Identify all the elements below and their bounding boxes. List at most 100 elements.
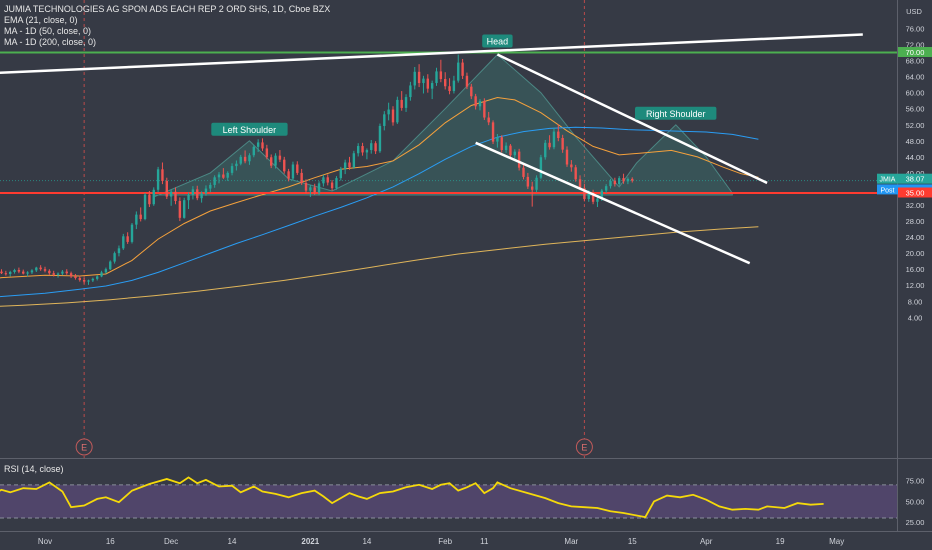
candle[interactable] bbox=[283, 156, 286, 174]
candle[interactable] bbox=[69, 271, 73, 279]
candle[interactable] bbox=[117, 245, 121, 257]
candle[interactable] bbox=[383, 111, 386, 131]
candle[interactable] bbox=[204, 185, 208, 196]
candle[interactable] bbox=[122, 233, 125, 250]
head-label[interactable]: Head bbox=[482, 34, 513, 48]
candle[interactable] bbox=[35, 266, 38, 273]
candle[interactable] bbox=[378, 123, 382, 153]
candle[interactable] bbox=[56, 272, 60, 278]
candle[interactable] bbox=[0, 269, 3, 275]
candle[interactable] bbox=[622, 173, 625, 184]
candle[interactable] bbox=[574, 164, 577, 182]
candle[interactable] bbox=[561, 134, 564, 153]
candle[interactable] bbox=[400, 91, 403, 111]
left-shoulder-label[interactable]: Left Shoulder bbox=[211, 122, 288, 136]
candle[interactable] bbox=[417, 64, 421, 88]
price-label-jmia[interactable]: JMIA 38.07 bbox=[877, 173, 932, 184]
candle[interactable] bbox=[17, 267, 21, 274]
rsi-title[interactable]: RSI (14, close) bbox=[4, 464, 64, 474]
candle[interactable] bbox=[435, 67, 438, 86]
candle[interactable] bbox=[335, 176, 338, 190]
candle[interactable] bbox=[422, 75, 425, 94]
candle[interactable] bbox=[78, 275, 81, 282]
candle[interactable] bbox=[52, 270, 55, 277]
candle[interactable] bbox=[309, 184, 312, 197]
candle[interactable] bbox=[156, 166, 160, 193]
candle[interactable] bbox=[148, 190, 151, 208]
candle[interactable] bbox=[100, 270, 103, 278]
candle[interactable] bbox=[135, 211, 138, 230]
ma200-line[interactable] bbox=[0, 226, 759, 308]
candle[interactable] bbox=[65, 269, 68, 275]
candle[interactable] bbox=[531, 181, 534, 207]
candle[interactable] bbox=[522, 163, 525, 180]
ema21-line[interactable] bbox=[0, 96, 759, 285]
candle[interactable] bbox=[317, 181, 321, 196]
candle[interactable] bbox=[113, 251, 116, 264]
price-label-70-00[interactable]: 70.00 bbox=[898, 47, 932, 57]
descending-channel-bottom[interactable] bbox=[475, 141, 751, 265]
indicator-ma50[interactable]: MA - 1D (50, close, 0) bbox=[4, 26, 92, 36]
candle[interactable] bbox=[517, 148, 521, 171]
candle[interactable] bbox=[535, 175, 538, 193]
candle[interactable] bbox=[370, 140, 373, 154]
candle[interactable] bbox=[626, 177, 630, 185]
candle[interactable] bbox=[439, 59, 443, 83]
symbol-title[interactable]: JUMIA TECHNOLOGIES AG SPON ADS EACH REP … bbox=[4, 4, 331, 14]
candle[interactable] bbox=[352, 150, 356, 169]
candle[interactable] bbox=[461, 58, 464, 80]
candle[interactable] bbox=[387, 102, 390, 121]
candle[interactable] bbox=[444, 72, 447, 90]
candle[interactable] bbox=[583, 183, 586, 202]
candle[interactable] bbox=[165, 177, 168, 199]
candle[interactable] bbox=[239, 154, 242, 166]
candle[interactable] bbox=[613, 177, 617, 187]
candle[interactable] bbox=[596, 196, 599, 208]
candle[interactable] bbox=[526, 172, 530, 189]
candle[interactable] bbox=[226, 171, 229, 181]
candle[interactable] bbox=[391, 106, 395, 126]
candle[interactable] bbox=[296, 161, 299, 175]
candle[interactable] bbox=[548, 135, 551, 150]
candle[interactable] bbox=[87, 279, 90, 285]
candle[interactable] bbox=[457, 54, 460, 83]
candle[interactable] bbox=[430, 80, 434, 100]
candle[interactable] bbox=[357, 143, 360, 157]
candle[interactable] bbox=[322, 174, 325, 187]
candle[interactable] bbox=[474, 93, 477, 110]
candle[interactable] bbox=[557, 124, 560, 142]
candle[interactable] bbox=[300, 168, 303, 185]
candle[interactable] bbox=[126, 232, 129, 244]
candle[interactable] bbox=[487, 111, 490, 126]
candle[interactable] bbox=[509, 144, 512, 159]
candle[interactable] bbox=[200, 191, 203, 203]
candle[interactable] bbox=[43, 266, 47, 273]
candle[interactable] bbox=[304, 179, 308, 194]
candle[interactable] bbox=[609, 178, 612, 189]
candle[interactable] bbox=[222, 168, 225, 179]
candle[interactable] bbox=[604, 184, 608, 193]
candle[interactable] bbox=[61, 269, 64, 276]
candle[interactable] bbox=[500, 135, 503, 153]
candle[interactable] bbox=[287, 168, 290, 182]
candle[interactable] bbox=[22, 269, 25, 275]
candle[interactable] bbox=[104, 267, 108, 274]
candle[interactable] bbox=[152, 187, 155, 206]
candle[interactable] bbox=[330, 180, 334, 191]
candle[interactable] bbox=[496, 133, 499, 148]
candle[interactable] bbox=[361, 142, 364, 156]
candle[interactable] bbox=[426, 74, 429, 93]
candle[interactable] bbox=[631, 177, 634, 183]
candle[interactable] bbox=[291, 161, 295, 181]
indicator-ma200[interactable]: MA - 1D (200, close, 0) bbox=[4, 37, 97, 47]
candle[interactable] bbox=[465, 72, 469, 90]
candle[interactable] bbox=[230, 163, 234, 176]
candle[interactable] bbox=[96, 275, 99, 281]
candle[interactable] bbox=[256, 139, 260, 153]
candle[interactable] bbox=[252, 144, 255, 158]
candle[interactable] bbox=[187, 192, 190, 210]
descending-channel-top[interactable] bbox=[496, 53, 768, 185]
upper-trend-line[interactable] bbox=[0, 33, 863, 75]
candle[interactable] bbox=[348, 156, 351, 170]
